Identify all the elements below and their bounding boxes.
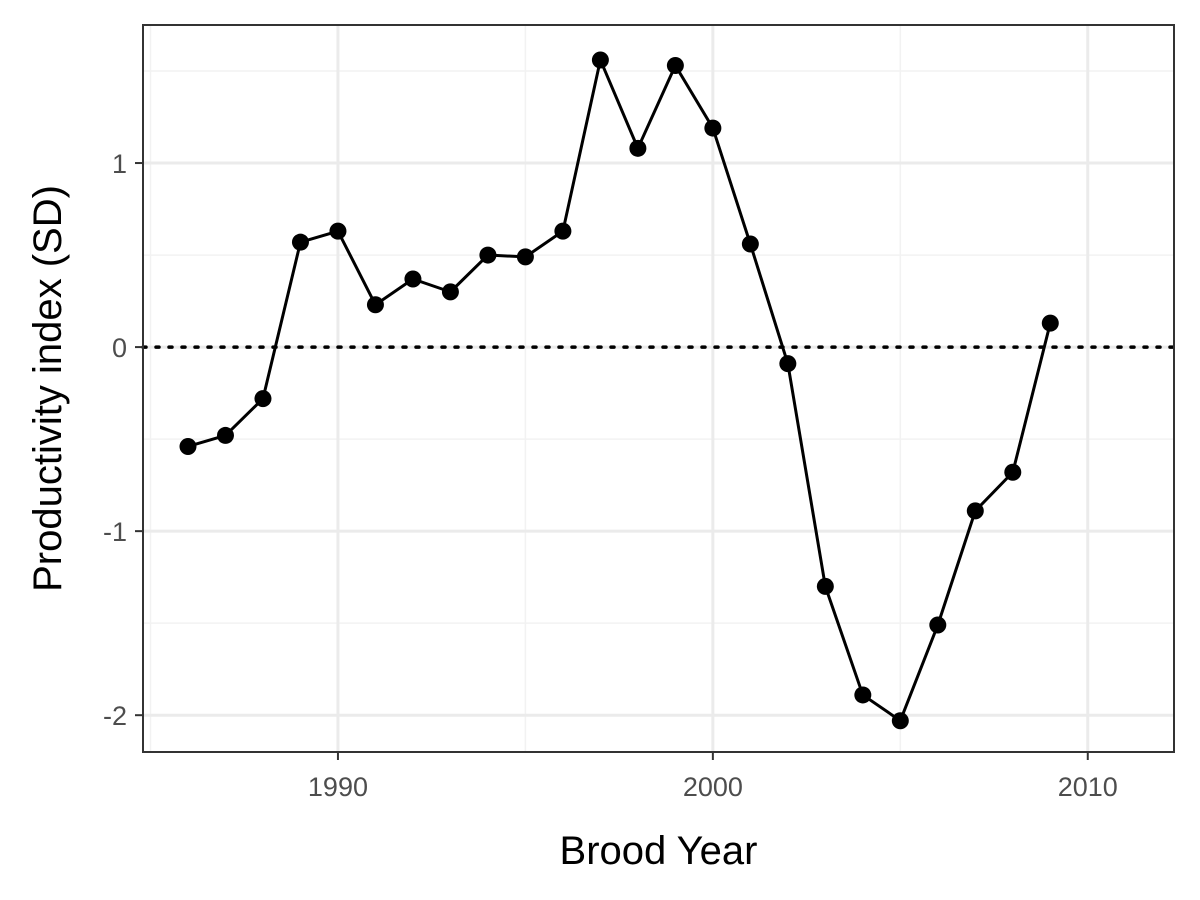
data-point [816,577,834,595]
series-points [179,51,1059,730]
data-point [966,502,984,520]
data-point [404,270,422,288]
y-tick-label: -2 [103,701,127,731]
data-point [629,139,647,157]
x-tick-label: 1990 [308,772,368,802]
y-axis-title: Productivity index (SD) [26,185,70,592]
x-tick-label: 2000 [683,772,743,802]
data-point [179,437,197,455]
data-point [1041,314,1059,332]
data-point [1004,463,1022,481]
x-axis-title: Brood Year [560,829,758,873]
y-tick-label: 0 [112,333,127,363]
data-point [891,712,909,730]
data-point [591,51,609,69]
data-point [666,56,684,74]
data-point [216,426,234,444]
data-point [366,296,384,314]
data-point [929,616,947,634]
data-point [291,233,309,251]
x-tick-label: 2010 [1058,772,1118,802]
data-point [441,283,459,301]
data-point [329,222,347,240]
panel-border [142,24,1175,753]
y-tick-label: 1 [112,149,127,179]
data-point [516,248,534,266]
data-point [741,235,759,253]
data-point [854,686,872,704]
y-tick-label: -1 [103,517,127,547]
data-point [479,246,497,264]
x-axis: 1990 2000 2010 [308,752,1118,802]
data-point [704,119,722,137]
data-point [779,355,797,373]
y-axis: -2 -1 0 1 [103,149,143,731]
data-point [254,390,272,408]
data-point [554,222,572,240]
grid-minor [143,25,1174,752]
